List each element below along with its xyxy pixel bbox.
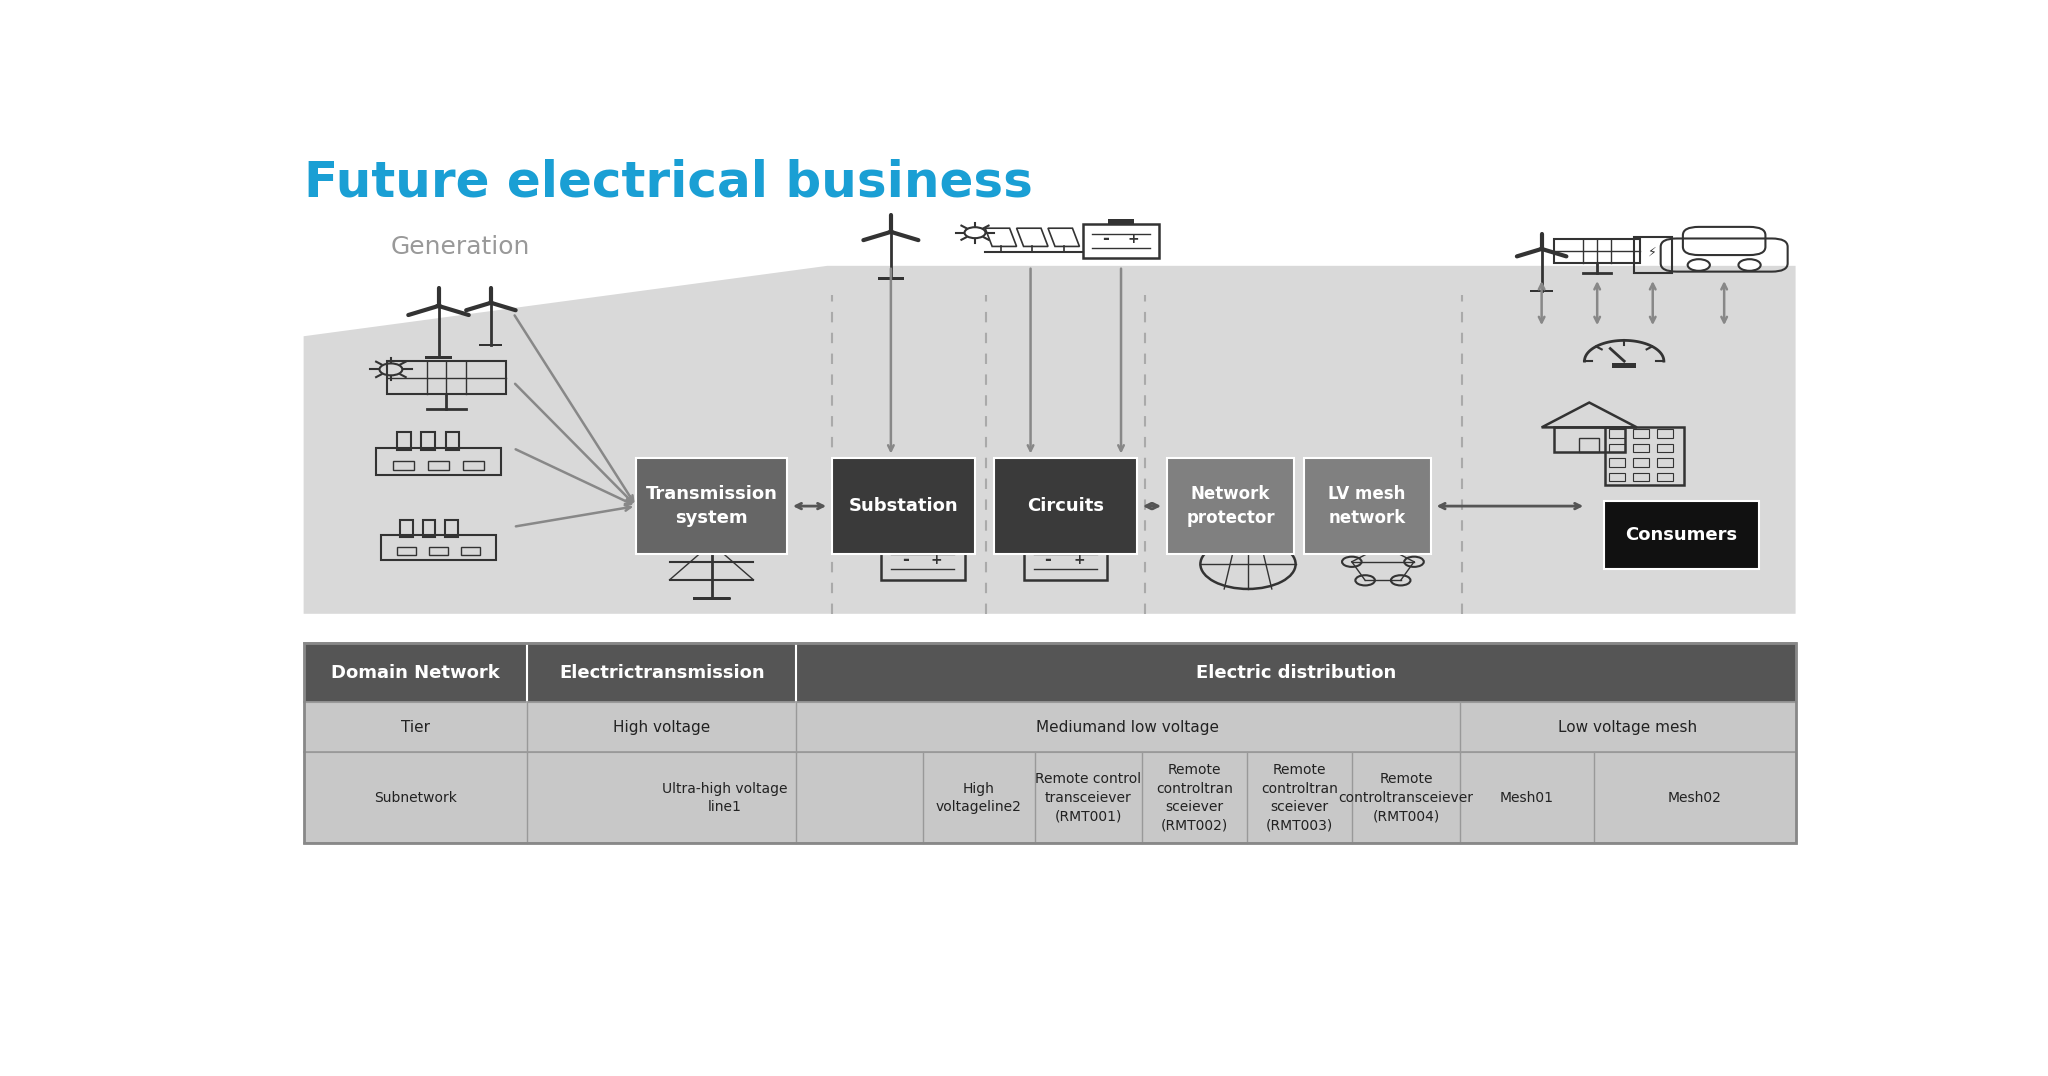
Polygon shape — [303, 266, 1796, 613]
Text: Substation: Substation — [848, 497, 958, 515]
Text: +: + — [1073, 553, 1085, 567]
FancyBboxPatch shape — [303, 642, 1796, 703]
Text: Mediumand low voltage: Mediumand low voltage — [1036, 720, 1219, 735]
FancyBboxPatch shape — [1108, 220, 1135, 225]
Text: Mesh01: Mesh01 — [1499, 791, 1554, 805]
FancyBboxPatch shape — [1604, 501, 1759, 569]
Text: Domain Network: Domain Network — [332, 664, 500, 681]
Text: +: + — [1128, 232, 1139, 246]
FancyBboxPatch shape — [1303, 458, 1430, 554]
Text: Network
protector: Network protector — [1186, 485, 1274, 527]
FancyBboxPatch shape — [303, 703, 1796, 752]
FancyBboxPatch shape — [1612, 364, 1636, 368]
FancyBboxPatch shape — [993, 458, 1137, 554]
Text: Subnetwork: Subnetwork — [375, 791, 457, 805]
FancyBboxPatch shape — [909, 538, 936, 543]
Circle shape — [1540, 247, 1544, 250]
Text: High voltage: High voltage — [612, 720, 711, 735]
Text: -: - — [901, 551, 909, 569]
Text: Tier: Tier — [401, 720, 430, 735]
FancyBboxPatch shape — [637, 458, 786, 554]
Text: Mesh02: Mesh02 — [1667, 791, 1722, 805]
FancyBboxPatch shape — [831, 458, 975, 554]
Text: +: + — [930, 553, 942, 567]
Circle shape — [1739, 259, 1761, 271]
Text: LV mesh
network: LV mesh network — [1329, 485, 1405, 527]
Circle shape — [489, 301, 494, 305]
Circle shape — [889, 230, 893, 233]
Text: -: - — [1102, 230, 1108, 249]
Text: Ultra-high voltage
line1: Ultra-high voltage line1 — [662, 781, 788, 813]
FancyBboxPatch shape — [1530, 289, 1552, 293]
Circle shape — [436, 305, 440, 308]
Circle shape — [1688, 259, 1710, 271]
Text: -: - — [1044, 551, 1051, 569]
FancyBboxPatch shape — [303, 752, 1796, 844]
Text: Circuits: Circuits — [1026, 497, 1104, 515]
Text: High
voltageline2: High voltageline2 — [936, 781, 1022, 813]
FancyBboxPatch shape — [424, 356, 453, 358]
Text: Remote
controltran
sceiever
(RMT002): Remote controltran sceiever (RMT002) — [1155, 763, 1233, 833]
Text: Remote
controltran
sceiever
(RMT003): Remote controltran sceiever (RMT003) — [1262, 763, 1337, 833]
Text: Remote
controltransceiever
(RMT004): Remote controltransceiever (RMT004) — [1339, 773, 1475, 823]
Text: Electrictransmission: Electrictransmission — [559, 664, 764, 681]
Text: ⚡: ⚡ — [1649, 245, 1657, 258]
Text: Future electrical business: Future electrical business — [303, 158, 1032, 207]
FancyBboxPatch shape — [879, 278, 903, 280]
FancyBboxPatch shape — [479, 344, 502, 346]
Text: Consumers: Consumers — [1626, 526, 1737, 544]
Text: Electric distribution: Electric distribution — [1196, 664, 1397, 681]
Text: Generation: Generation — [391, 236, 530, 259]
Text: Low voltage mesh: Low voltage mesh — [1559, 720, 1698, 735]
FancyBboxPatch shape — [1167, 458, 1294, 554]
FancyBboxPatch shape — [1051, 538, 1079, 543]
Text: Transmission
system: Transmission system — [645, 485, 778, 527]
Text: Remote control
transceiever
(RMT001): Remote control transceiever (RMT001) — [1036, 773, 1141, 823]
